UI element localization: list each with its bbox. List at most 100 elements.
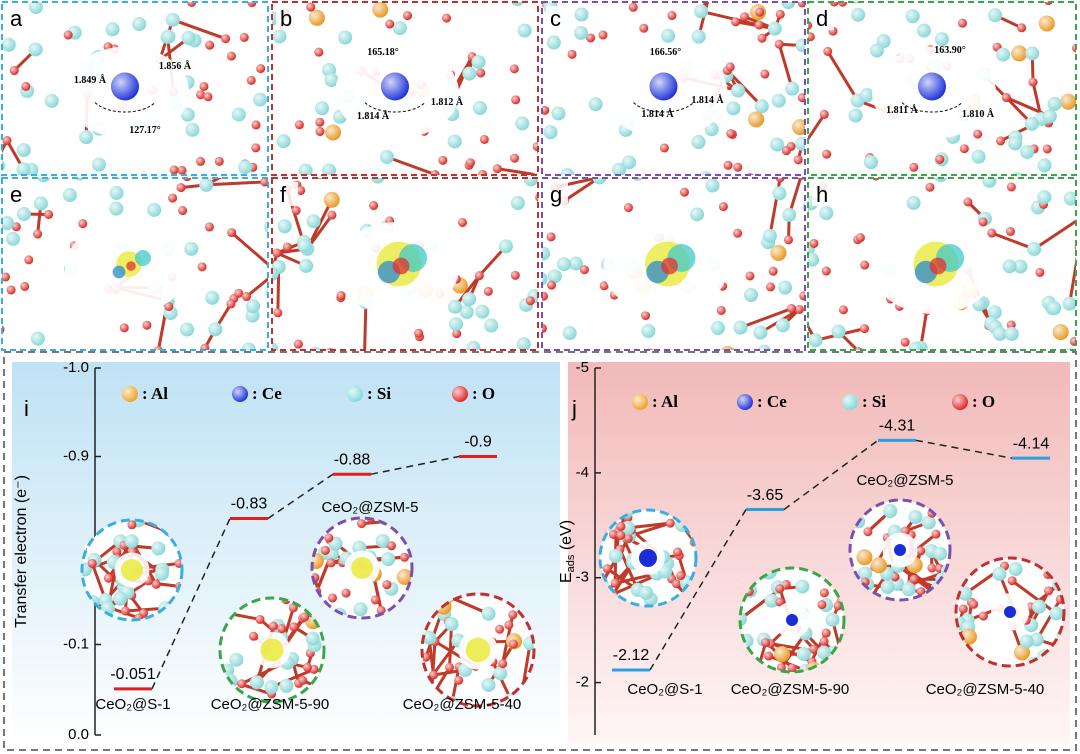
- atom-shine: [277, 624, 287, 634]
- atom-shine: [87, 558, 97, 568]
- inset-frame: [310, 516, 414, 620]
- atom-shine: [1047, 96, 1062, 111]
- annotation: 127.17°: [129, 125, 161, 136]
- atom-shine: [1014, 644, 1031, 661]
- atom: [488, 176, 497, 185]
- annotation: 1.814 Å: [691, 94, 724, 106]
- atom-shine: [851, 7, 866, 22]
- annotation: 1.849 Å: [74, 74, 107, 86]
- category-label: CeO₂@ZSM-5-40: [403, 696, 522, 713]
- atom-shine: [599, 281, 609, 291]
- atom-shine: [1024, 116, 1039, 131]
- atom-shine: [203, 92, 213, 102]
- atom-shine: [900, 337, 910, 347]
- atom-shine: [819, 109, 829, 119]
- atom-shine: [916, 587, 926, 597]
- atom-shine: [184, 241, 199, 256]
- category-label: CeO₂@ZSM-5: [857, 472, 954, 489]
- atom-shine: [165, 12, 180, 27]
- atom-shine: [1007, 576, 1017, 586]
- atom-shine: [279, 0, 293, 1]
- panel-letter: h: [816, 182, 828, 207]
- atom-shine: [731, 17, 741, 27]
- inset-frame: [598, 508, 698, 608]
- atom-shine: [560, 168, 575, 175]
- atom-shine: [327, 210, 337, 220]
- atom-shine: [821, 266, 831, 276]
- atom-shine: [757, 33, 767, 43]
- connector: [151, 518, 231, 690]
- atom-shine: [109, 185, 124, 200]
- legend-shine: [952, 394, 968, 410]
- atom-shine: [726, 129, 736, 139]
- atom-shine: [525, 296, 535, 306]
- atom-shine: [774, 39, 784, 49]
- atom-shine: [465, 158, 475, 168]
- atom-shine: [588, 97, 603, 112]
- atom-shine: [658, 564, 673, 579]
- atom-shine: [472, 101, 487, 116]
- atom-shine: [147, 202, 162, 217]
- atom-shine: [978, 611, 988, 621]
- atom-shine: [716, 305, 726, 315]
- atom-shine: [720, 345, 735, 350]
- legend-label: : Al: [142, 384, 168, 403]
- atom-shine: [1049, 606, 1064, 621]
- atom-shine: [21, 81, 31, 91]
- atom-shine: [905, 9, 920, 24]
- atom-shine: [870, 557, 887, 574]
- panel-letter: d: [816, 6, 828, 31]
- atom-shine: [608, 549, 623, 564]
- panel-letter: f: [280, 182, 287, 207]
- bond: [1035, 598, 1062, 641]
- atom-shine: [289, 622, 299, 632]
- atom-shine: [1020, 144, 1035, 159]
- bond: [1011, 579, 1058, 615]
- atom-shine: [608, 529, 618, 539]
- connector: [915, 439, 1013, 459]
- atom-shine: [375, 533, 390, 548]
- atom-shine: [476, 68, 486, 78]
- atom-shine: [641, 311, 651, 321]
- atom-shine: [272, 266, 279, 281]
- atom-shine: [134, 613, 144, 620]
- atom-shine: [916, 546, 926, 556]
- bond: [808, 113, 826, 142]
- ce-atom: [786, 614, 798, 626]
- atom-shine: [504, 620, 514, 630]
- atom-shine: [227, 228, 237, 238]
- atom-shine: [740, 12, 750, 22]
- atom-shine: [562, 326, 577, 341]
- atom-shine: [612, 162, 627, 175]
- atom-shine: [781, 146, 791, 156]
- atom-shine: [370, 178, 385, 184]
- atom-shine: [279, 678, 294, 693]
- y-tick-label: -0.9: [63, 447, 89, 464]
- atom-shine: [321, 163, 336, 175]
- panel: 165.18° 1.814 Å 1.812 Å: [272, 0, 538, 185]
- atom-shine: [247, 2, 257, 8]
- atom-shine: [838, 305, 848, 315]
- atom-shine: [178, 206, 188, 216]
- atom-shine: [62, 188, 77, 203]
- atom-shine: [63, 30, 73, 40]
- atom-shine: [306, 2, 316, 12]
- atom-shine: [817, 645, 832, 660]
- atom-shine: [694, 4, 709, 19]
- atom-shine: [616, 521, 626, 531]
- atom-shine: [796, 647, 811, 662]
- category-label: CeO₂@S-1: [627, 681, 702, 698]
- atom-shine: [860, 260, 870, 270]
- atom-shine: [1028, 77, 1038, 87]
- atom-shine: [294, 120, 304, 130]
- annotation: 163.90°: [934, 45, 966, 56]
- legend-shine: [737, 394, 753, 410]
- atom-shine: [251, 143, 261, 153]
- atom-shine: [1001, 93, 1011, 103]
- panel: [272, 178, 538, 350]
- bond: [206, 180, 265, 187]
- bond: [363, 302, 368, 350]
- atom-shine: [863, 527, 873, 537]
- panel-letter: j: [571, 396, 577, 421]
- legend-shine: [842, 394, 858, 410]
